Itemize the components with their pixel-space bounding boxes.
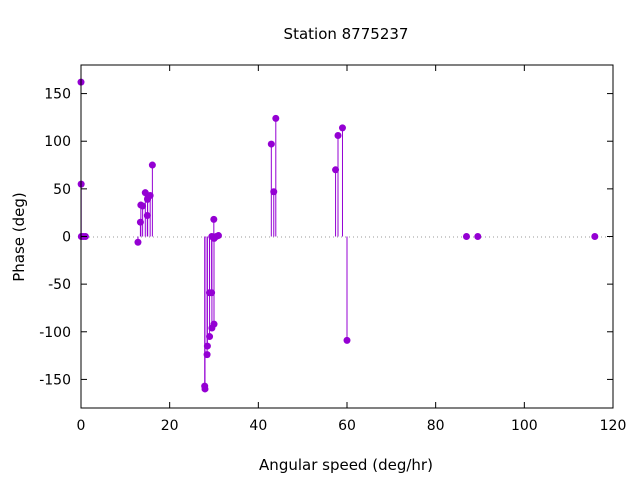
y-tick-label: 150 [44,87,71,103]
data-point [208,289,216,297]
data-point [139,202,147,210]
data-point [267,140,275,148]
data-point [206,333,214,341]
y-axis-label: Phase (deg) [10,192,28,282]
point-series [77,78,599,393]
data-point [134,238,142,246]
y-tick-label: -50 [48,277,71,293]
data-point [332,166,340,174]
y-tick-label: 100 [44,134,71,150]
data-point [203,351,211,359]
data-point [270,188,278,196]
data-point [272,114,280,122]
data-point [338,124,346,132]
y-tick-label: -150 [39,372,71,388]
x-tick-label: 40 [249,418,267,434]
data-point [203,342,211,350]
x-tick-label: 60 [338,418,356,434]
x-tick-label: 80 [427,418,445,434]
x-tick-label: 0 [77,418,86,434]
y-tick-label: 0 [62,230,71,246]
data-point [210,320,218,328]
data-point [334,132,342,140]
data-point [214,232,222,240]
y-tick-label: -100 [39,325,71,341]
x-tick-label: 100 [511,418,538,434]
y-tick-label: 50 [53,182,71,198]
data-point [343,336,351,344]
data-point [474,233,482,240]
data-point [146,192,154,200]
x-tick-label: 20 [161,418,179,434]
x-axis-label: Angular speed (deg/hr) [259,456,433,474]
impulse-series [80,82,348,389]
data-point [148,161,156,169]
data-point [201,385,209,393]
chart-title: Station 8775237 [284,25,409,43]
x-tick-label: 120 [600,418,627,434]
data-point [136,218,144,226]
y-axis: -150 -100 -50 0 50 100 150 [39,87,613,388]
data-point [591,233,599,240]
data-point [143,212,151,220]
x-axis: 0 20 40 60 80 100 120 [77,65,627,434]
data-point [462,233,470,240]
data-point [210,215,218,223]
